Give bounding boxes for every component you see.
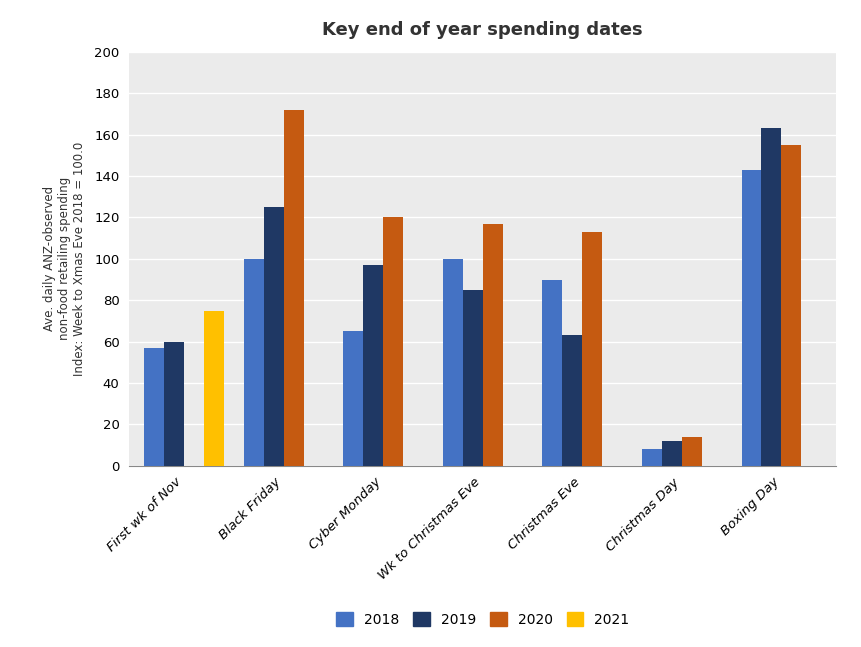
Bar: [542, 280, 561, 466]
Bar: [681, 437, 701, 466]
Y-axis label: Ave. daily ANZ-observed
non-food retailing spending
Index: Week to Xmas Eve 2018: Ave. daily ANZ-observed non-food retaili…: [43, 142, 86, 376]
Legend: 2018, 2019, 2020, 2021: 2018, 2019, 2020, 2021: [329, 606, 635, 634]
Bar: [581, 232, 602, 466]
Bar: [343, 331, 362, 466]
Bar: [164, 342, 184, 466]
Bar: [263, 207, 283, 466]
Bar: [383, 217, 403, 466]
Bar: [204, 311, 224, 466]
Bar: [244, 259, 263, 466]
Bar: [641, 449, 661, 466]
Bar: [443, 259, 462, 466]
Bar: [661, 441, 681, 466]
Bar: [362, 265, 383, 466]
Bar: [561, 335, 581, 466]
Bar: [780, 145, 801, 466]
Bar: [482, 224, 502, 466]
Bar: [283, 110, 303, 466]
Bar: [462, 290, 482, 466]
Bar: [144, 348, 164, 466]
Title: Key end of year spending dates: Key end of year spending dates: [322, 21, 642, 39]
Bar: [740, 170, 760, 466]
Bar: [760, 128, 780, 466]
